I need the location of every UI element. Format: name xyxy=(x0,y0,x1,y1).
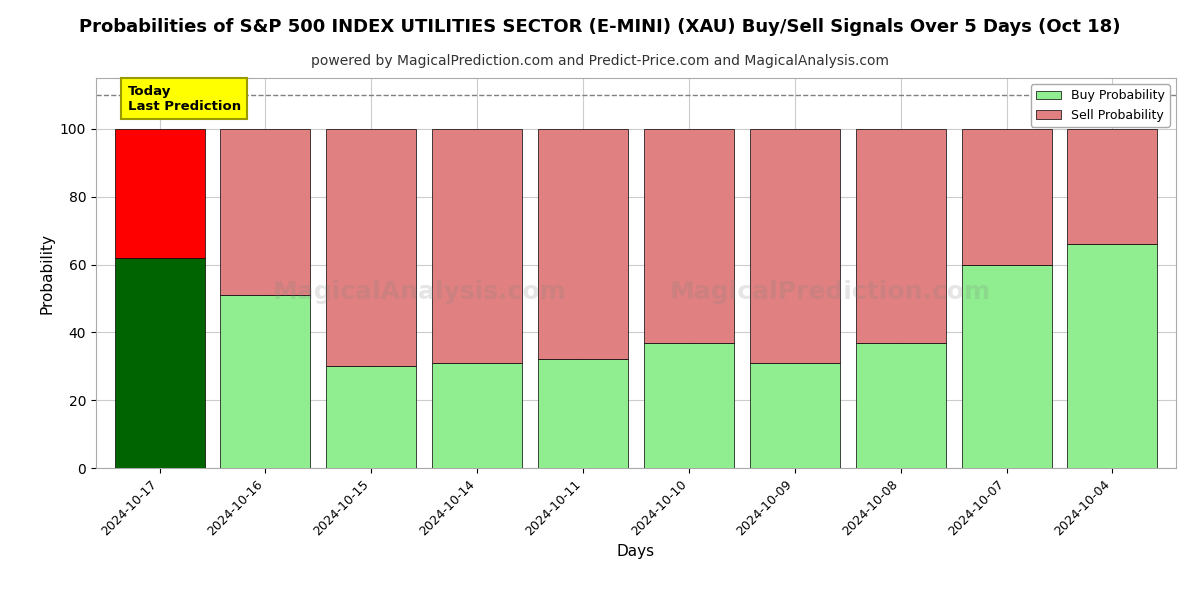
Bar xyxy=(538,359,628,468)
Y-axis label: Probability: Probability xyxy=(40,232,54,313)
Bar xyxy=(644,343,734,468)
Bar xyxy=(961,129,1051,265)
Bar xyxy=(750,129,840,363)
Legend: Buy Probability, Sell Probability: Buy Probability, Sell Probability xyxy=(1031,84,1170,127)
Bar xyxy=(432,363,522,468)
Bar xyxy=(856,129,946,343)
Bar xyxy=(750,363,840,468)
Bar xyxy=(538,129,628,359)
Bar xyxy=(1068,129,1158,244)
Bar xyxy=(1068,244,1158,468)
Bar xyxy=(114,258,204,468)
Bar xyxy=(856,343,946,468)
Text: Today
Last Prediction: Today Last Prediction xyxy=(127,85,241,113)
X-axis label: Days: Days xyxy=(617,544,655,559)
Bar xyxy=(961,265,1051,468)
Bar xyxy=(432,129,522,363)
Bar xyxy=(644,129,734,343)
Bar xyxy=(114,129,204,258)
Bar xyxy=(326,366,416,468)
Text: MagicalAnalysis.com: MagicalAnalysis.com xyxy=(274,280,566,304)
Text: powered by MagicalPrediction.com and Predict-Price.com and MagicalAnalysis.com: powered by MagicalPrediction.com and Pre… xyxy=(311,54,889,68)
Bar xyxy=(326,129,416,366)
Text: Probabilities of S&P 500 INDEX UTILITIES SECTOR (E-MINI) (XAU) Buy/Sell Signals : Probabilities of S&P 500 INDEX UTILITIES… xyxy=(79,18,1121,36)
Bar xyxy=(221,129,311,295)
Bar xyxy=(221,295,311,468)
Text: MagicalPrediction.com: MagicalPrediction.com xyxy=(670,280,991,304)
